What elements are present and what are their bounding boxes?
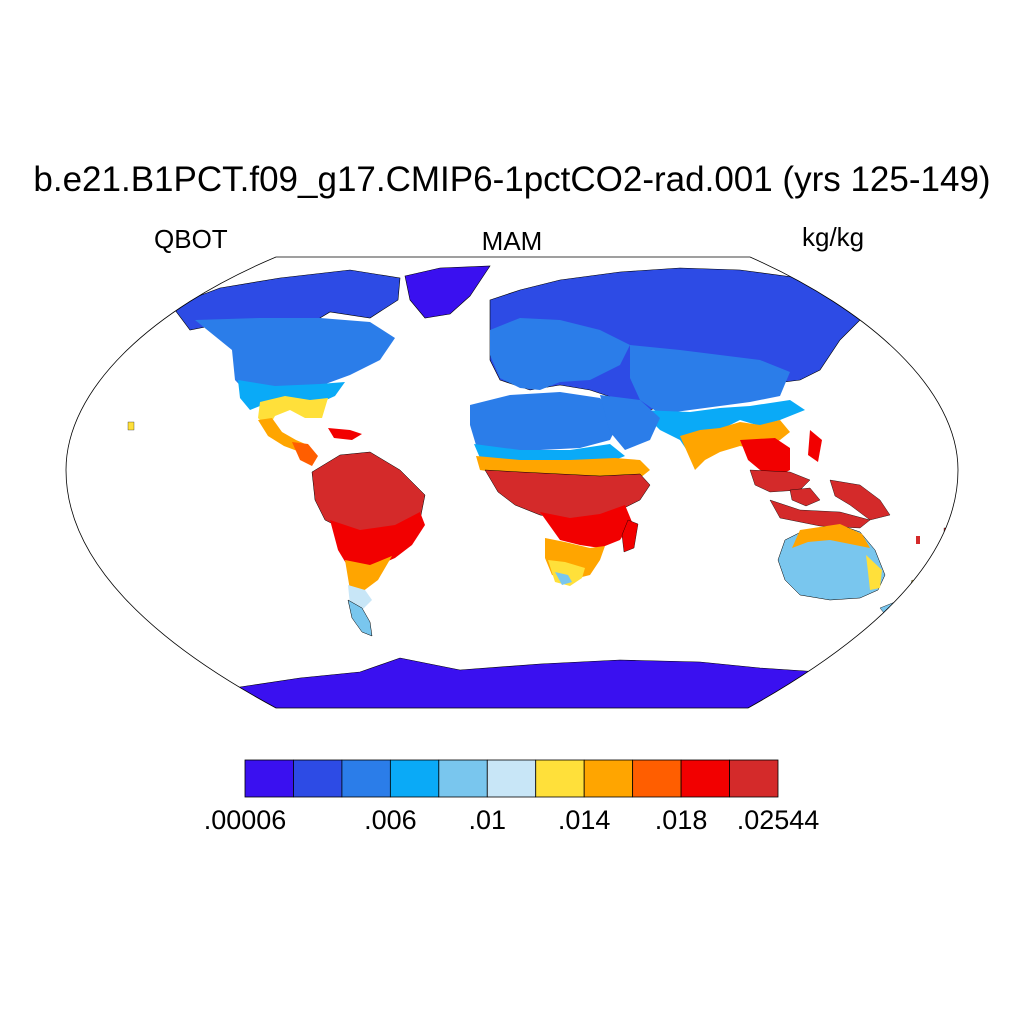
southern-africa-dry [548, 560, 585, 586]
new-zealand-north [909, 579, 921, 593]
central-africa [484, 469, 651, 521]
new-zealand [879, 599, 906, 619]
colorbar-swatch [680, 759, 730, 798]
india-se-asia-warm [680, 420, 790, 470]
colorbar-swatch [389, 759, 440, 798]
colorbar-tick-label: .018 [654, 805, 708, 835]
colorbar-swatch [729, 759, 779, 798]
colorbar-swatch [486, 759, 537, 798]
indonesia-2 [789, 487, 821, 507]
variable-label: QBOT [154, 224, 228, 254]
australia-east-coast [866, 555, 882, 590]
south-america-south-warm [345, 556, 392, 592]
caribbean [328, 428, 362, 440]
indonesia-3 [829, 479, 891, 521]
colorbar-tick-label: .006 [364, 805, 417, 835]
central-america [292, 442, 318, 466]
globe-outline [65, 256, 959, 709]
units-label: kg/kg [802, 222, 865, 252]
australia-north-coast [792, 524, 870, 548]
season-label: MAM [481, 226, 543, 256]
sahel [474, 444, 625, 462]
patagonia [347, 599, 373, 637]
asia-central [630, 345, 790, 414]
colorbar-tick-label: .02544 [736, 805, 820, 835]
colorbar-tick-label: .00006 [203, 805, 287, 835]
colorbar-swatch [244, 759, 294, 798]
colorbar-swatch [632, 759, 682, 798]
colorbar-swatch [535, 759, 585, 798]
madagascar [621, 519, 639, 553]
colorbar-swatch [438, 759, 488, 798]
europe [490, 318, 630, 390]
philippines [808, 430, 822, 462]
land-fill [127, 265, 951, 708]
north-america-mid [195, 318, 395, 396]
antarctica [199, 657, 841, 708]
east-africa [540, 505, 632, 548]
se-asia [740, 438, 790, 478]
plot-title: b.e21.B1PCT.f09_g17.CMIP6-1pctCO2-rad.00… [33, 160, 991, 199]
colorbar-swatch [293, 759, 343, 798]
greenland [404, 265, 491, 319]
gulf-coast [258, 396, 328, 428]
colorbar-swatch [583, 759, 634, 798]
south-america-central [330, 512, 425, 570]
sahara [470, 392, 620, 450]
colorbar [244, 759, 779, 798]
south-africa-tip [555, 572, 572, 585]
arabia [600, 395, 660, 450]
hawaii [127, 421, 135, 431]
island-small-1 [916, 536, 920, 544]
colorbar-tick-label: .01 [468, 805, 507, 835]
colorbar-tick-label: .014 [557, 805, 611, 835]
colorbar-swatch [341, 759, 391, 798]
sumatra [769, 499, 871, 529]
